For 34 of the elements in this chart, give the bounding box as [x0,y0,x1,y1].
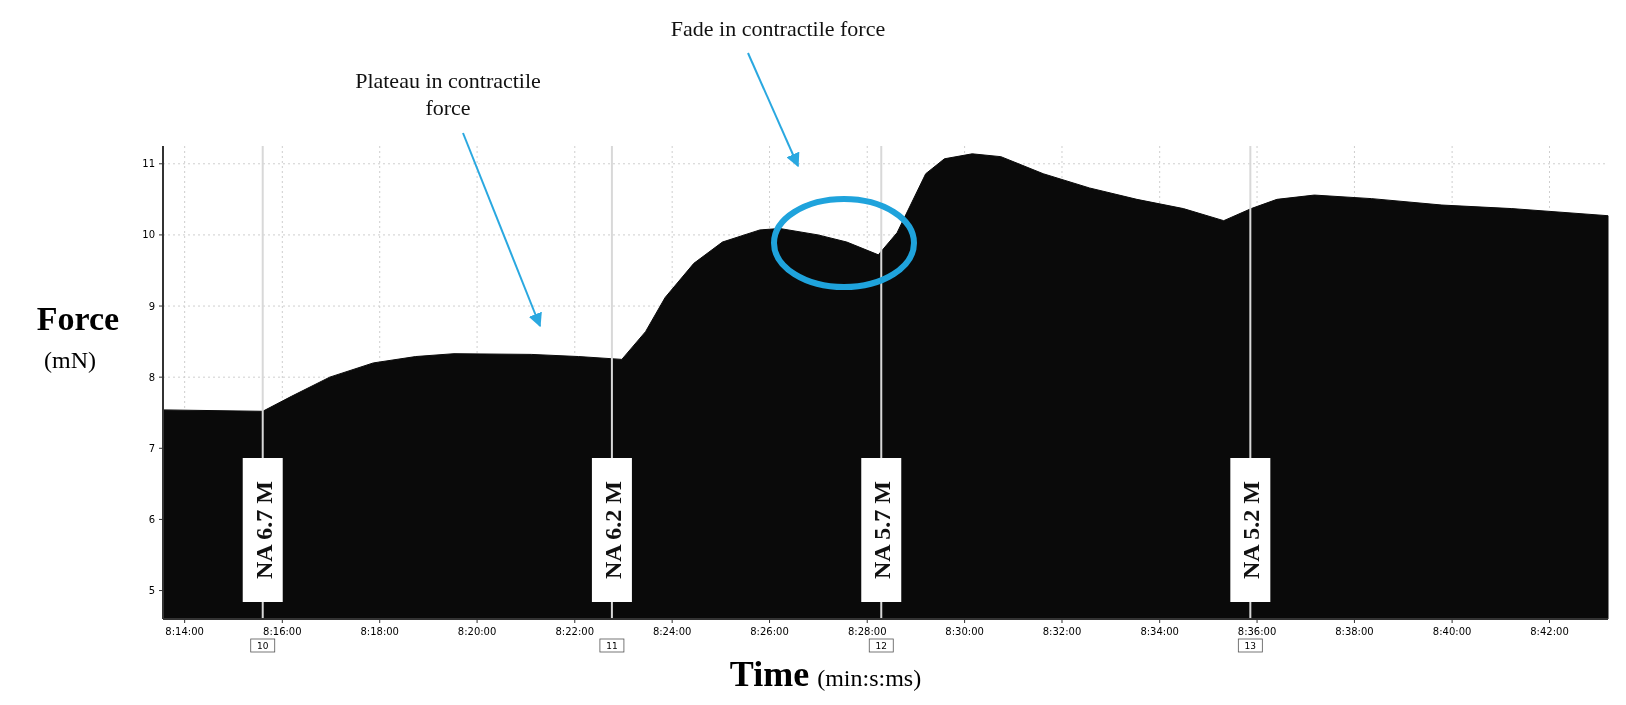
y-axis-title: Force (mN) [36,300,120,373]
y-tick-label: 5 [148,585,155,597]
y-tick-label: 8 [148,371,155,383]
text: Fade in contractile force [670,16,886,41]
x-tick-label: 8:42:00 [1530,626,1569,637]
x-tick-label: 8:22:00 [555,626,595,637]
y-tick-label: 6 [148,513,155,525]
text: 13 [1244,641,1257,651]
x-tick-label: 8:30:00 [945,626,984,637]
ref-line-label: NA 6.2 M [599,481,626,579]
x-tick-label: 8:18:00 [360,626,399,637]
x-tick-label: 8:34:00 [1140,626,1179,637]
x-tick-label: 8:38:00 [1335,626,1374,637]
x-tick-label: 8:36:00 [1237,626,1277,637]
y-tick-label: 7 [148,442,155,454]
x-axis-title: Time (min:s:ms) [729,654,922,694]
text: 12 [875,641,887,651]
y-tick-label: 10 [142,229,155,241]
ref-line-label: NA 5.2 M [1238,481,1265,579]
x-tick-label: 8:28:00 [847,626,887,637]
x-tick-label: 8:32:00 [1042,626,1082,637]
y-tick-label: 9 [148,300,155,312]
x-tick-label: 8:40:00 [1432,626,1472,637]
x-tick-label: 8:20:00 [457,626,497,637]
x-tick-label: 8:26:00 [750,626,789,637]
text: 11 [606,641,618,651]
x-tick-label: 8:14:00 [165,626,204,637]
ref-line-label: NA 5.7 M [869,481,896,579]
y-tick-label: 11 [142,158,155,170]
x-tick-label: 8:24:00 [652,626,692,637]
ref-line-label: NA 6.7 M [250,481,277,579]
text: 10 [257,641,269,651]
x-tick-label: 8:16:00 [263,626,302,637]
text: Plateau in contractile force [355,68,541,120]
